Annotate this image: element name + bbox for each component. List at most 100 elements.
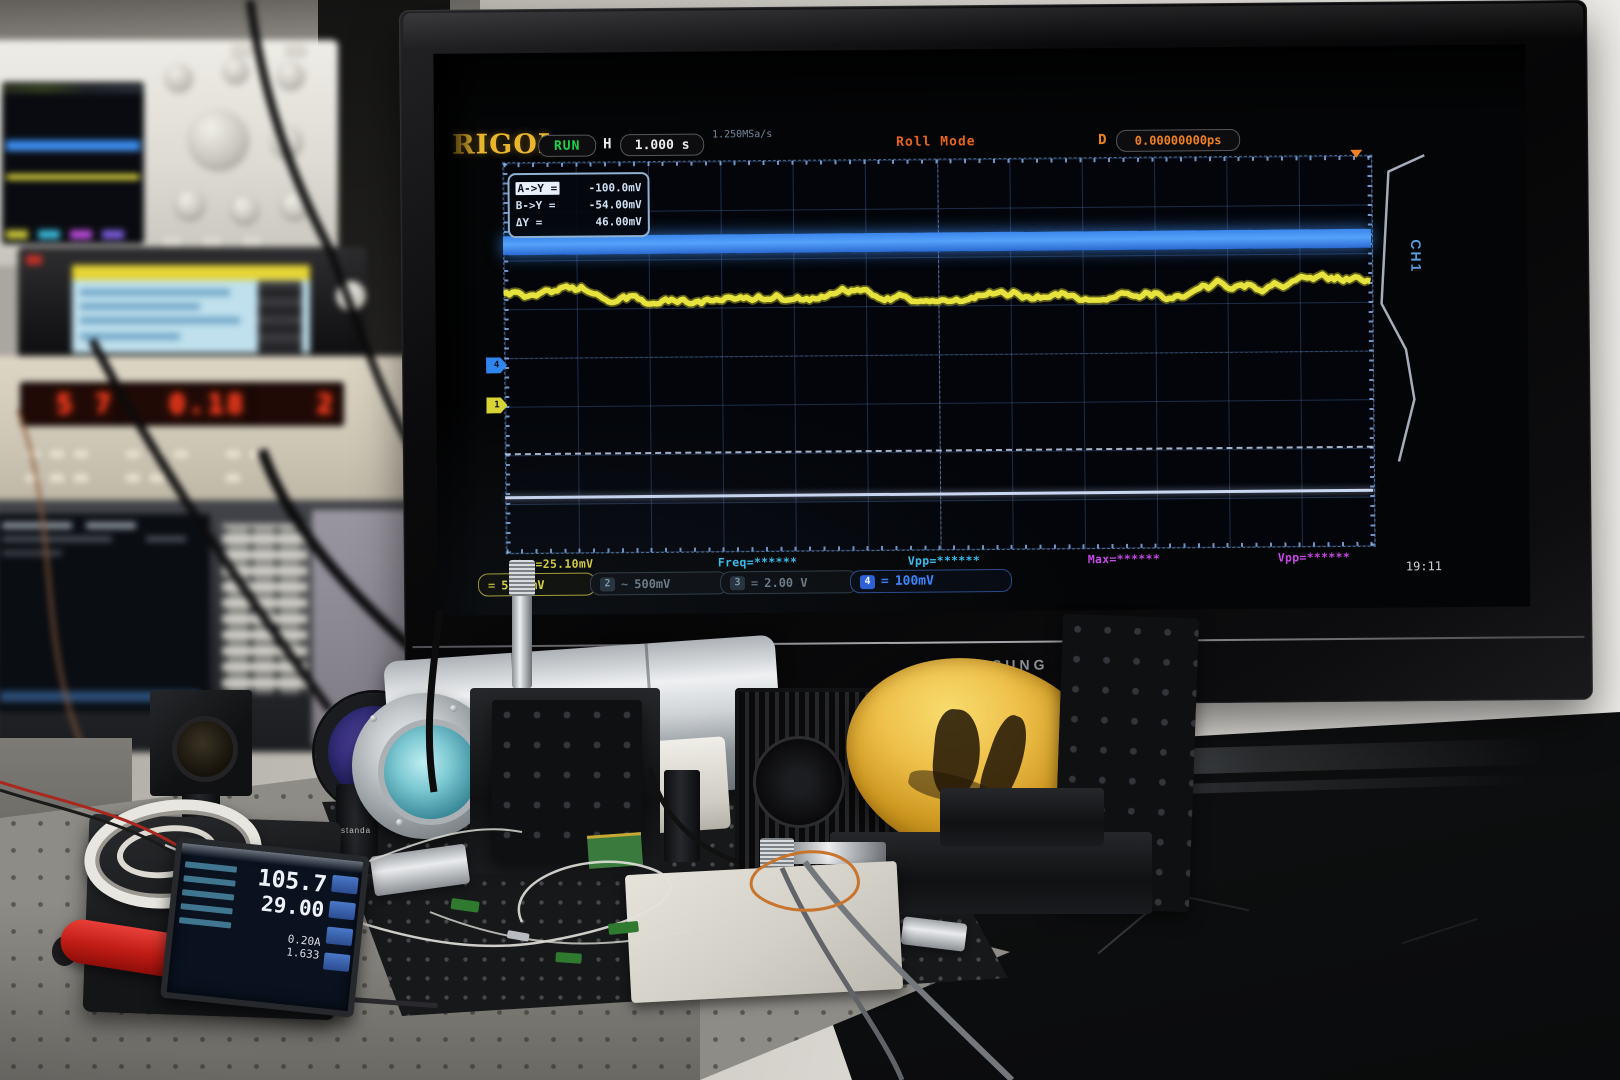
ceramic-tile [624, 860, 904, 1004]
cursor-a-label: A->Y = [515, 181, 560, 196]
ch4-marker-num: 4 [493, 360, 500, 371]
counter-button [224, 472, 242, 484]
power-meter-values: 105.7 29.00 0.20A 1.633 [227, 863, 328, 962]
cursor-readout-box: A->Y = -100.0mV B->Y = -54.00mV ΔY = 46.… [507, 172, 650, 239]
screw [396, 819, 403, 826]
clock-readout: 19:11 [1405, 559, 1443, 574]
pm-menu-row [181, 889, 235, 901]
counter-button [148, 472, 166, 484]
collimator-window [378, 719, 484, 825]
cursor-delta-label: ΔY = [515, 215, 543, 230]
max-readout: Max=****** [1087, 551, 1161, 567]
vpp-ch4-readout: Vpp=****** [1277, 549, 1351, 565]
micrometer-vertical [512, 592, 532, 688]
scope-knob [278, 62, 304, 88]
function-generator-screen [72, 265, 310, 353]
benchtop-oscilloscope [0, 40, 338, 266]
mini-scope-yellow-trace [6, 174, 140, 180]
cursor-delta-value: 46.00mV [595, 215, 642, 229]
sa-text-row [2, 522, 72, 529]
cursor-row-delta: ΔY = 46.00mV [516, 213, 642, 231]
scope-knob [166, 64, 192, 90]
counter-display-2: 0.18 [118, 382, 254, 426]
cursor-b-value: -54.00mV [588, 198, 642, 212]
function-generator [18, 247, 366, 361]
delay-readout: 0.00000000ps [1116, 128, 1241, 152]
benchtop-oscilloscope-screen [2, 82, 144, 244]
counter-button [72, 472, 90, 484]
pm-softkey [331, 874, 359, 895]
frequency-counter: 5 7 0.18 2 [0, 356, 434, 506]
power-meter-screen: 105.7 29.00 0.20A 1.633 [160, 836, 370, 1018]
mini-scope-blue-trace [6, 140, 140, 151]
mini-scope-channel-labels [6, 230, 140, 239]
ch1-side-tab: CH1 [1380, 154, 1425, 462]
sa-bottom-bar [0, 691, 200, 702]
post-brand-label: standa [341, 826, 372, 835]
fn-gen-text-row [80, 317, 240, 324]
micrometer-thimble [760, 838, 794, 868]
counter-display-3: 2 [250, 382, 344, 426]
counter-button [124, 448, 142, 460]
ch1-trace [503, 269, 1372, 309]
cursor-b-label: B->Y = [515, 198, 556, 213]
scope-knob [224, 58, 248, 82]
counter-value-2: 0.18 [168, 388, 246, 420]
sa-text-row [2, 536, 112, 542]
stage-block [940, 788, 1104, 846]
cursor-row-b: B->Y = -54.00mV [516, 196, 642, 214]
pm-menu-row [183, 875, 236, 887]
tv-screen: RIGOL RUN H 1.000 s 1.250MSa/s Roll Mode… [433, 44, 1531, 616]
bezel-silver-strip [412, 635, 1585, 649]
run-status-badge: RUN [538, 134, 597, 157]
pm-softkey [328, 900, 356, 921]
mini-label-ch1 [6, 230, 28, 239]
ch1-tab-label: CH1 [1408, 239, 1424, 273]
scope-multifunction-knob [190, 110, 248, 168]
mini-label-ch4 [102, 230, 124, 239]
counter-value-3: 2 [316, 388, 336, 420]
bezel-highlight [402, 2, 1584, 50]
sample-rate-readout: 1.250MSa/s [712, 128, 773, 141]
sa-text-row [146, 536, 186, 542]
timebase-readout: 1.000 s [620, 133, 705, 157]
pm-menu-row [178, 917, 232, 929]
scope-button [242, 236, 262, 247]
counter-button [172, 448, 190, 460]
kinematic-mount [150, 690, 252, 796]
fn-gen-text-row [80, 289, 230, 296]
scope-button [232, 44, 252, 55]
sa-text-row [86, 522, 136, 529]
mini-label-ch2 [38, 230, 60, 239]
micrometer-thimble [509, 560, 535, 596]
screw [450, 705, 457, 712]
power-meter-menu-column [173, 861, 238, 984]
scope-button [162, 236, 182, 247]
spectrum-analyzer-screen [0, 514, 210, 712]
fn-gen-title-bar [72, 265, 310, 280]
heatsink-fan [753, 736, 845, 828]
scope-knob [232, 196, 258, 222]
tv-monitor: RIGOL RUN H 1.000 s 1.250MSa/s Roll Mode… [398, 0, 1594, 711]
fn-gen-softkeys [258, 281, 302, 353]
roll-mode-label: Roll Mode [896, 134, 976, 150]
counter-button [72, 448, 90, 460]
screen-top-shadow [433, 44, 1526, 126]
counter-button [224, 448, 242, 460]
counter-button [48, 448, 66, 460]
mini-scope-menubar [2, 84, 144, 93]
pcb-board [586, 832, 644, 869]
counter-button [48, 472, 66, 484]
micrometer-horizontal [790, 842, 886, 864]
cursor-row-a: A->Y = -100.0mV [515, 179, 642, 197]
scope-ui: RIGOL RUN H 1.000 s 1.250MSa/s Roll Mode… [452, 121, 1448, 602]
kinematic-mount-aperture [172, 716, 238, 782]
fn-gen-text-row [80, 303, 200, 310]
scope-button [202, 236, 222, 247]
counter-button [124, 472, 142, 484]
sa-text-row [2, 550, 62, 556]
counter-value-1: 5 7 [56, 388, 114, 420]
pm-menu-row [180, 903, 233, 915]
power-meter-softkeys [322, 874, 359, 973]
